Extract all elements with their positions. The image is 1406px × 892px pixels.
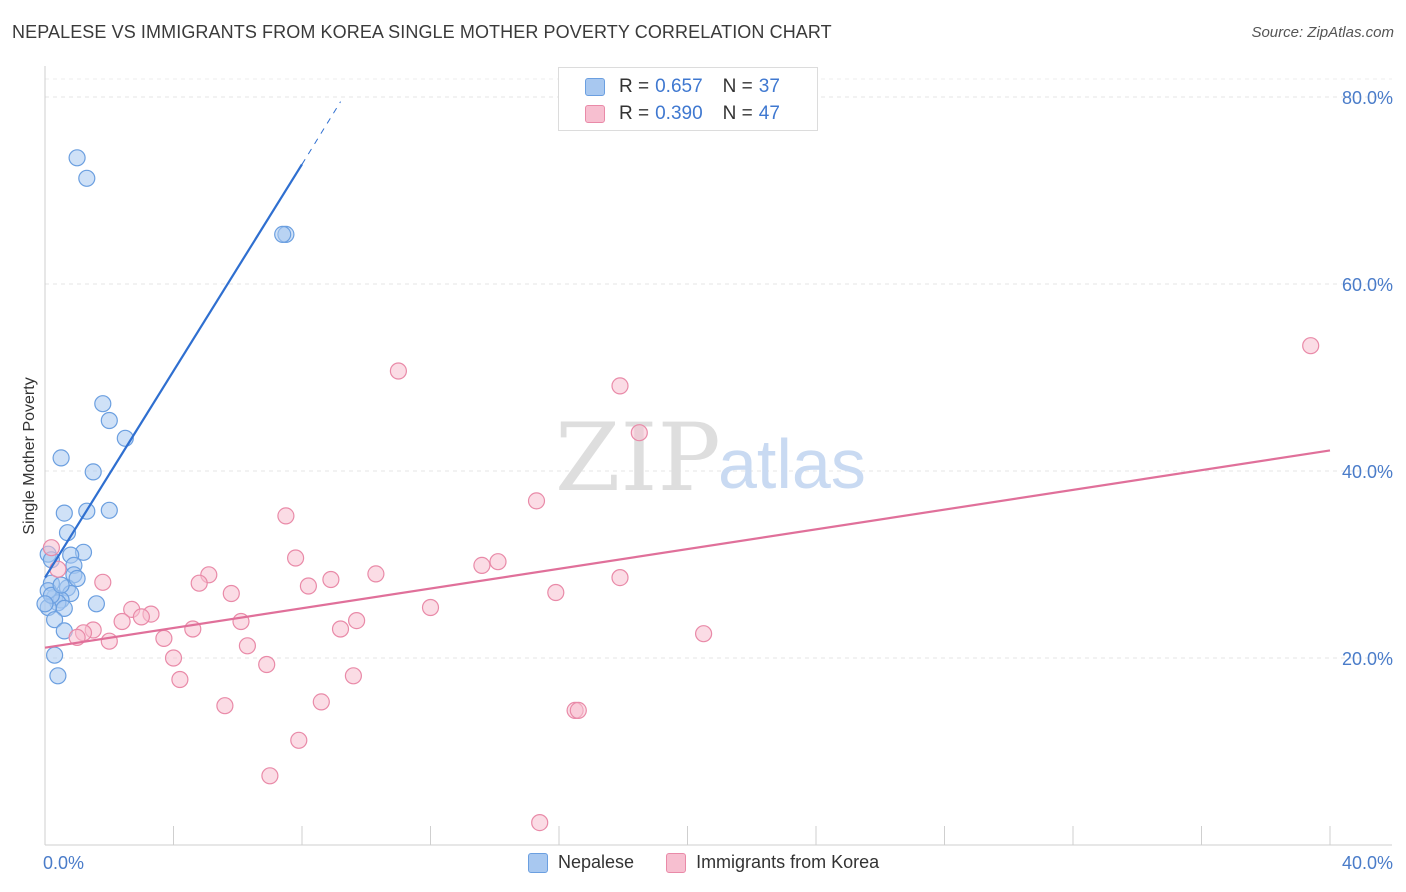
x-tick-label: 0.0% xyxy=(43,853,84,873)
point-korea xyxy=(258,655,276,674)
gridlines xyxy=(45,78,1392,659)
point-nepalese xyxy=(52,449,70,467)
point-korea xyxy=(322,570,340,589)
y-tick-label: 60.0% xyxy=(1342,275,1393,295)
point-nepalese xyxy=(78,169,96,187)
axes xyxy=(44,66,1392,846)
point-korea xyxy=(222,584,240,603)
trend-line-extension-nepalese xyxy=(301,101,341,165)
point-korea xyxy=(49,560,67,578)
point-korea xyxy=(531,813,549,832)
point-korea xyxy=(694,625,713,643)
y-tick-label: 80.0% xyxy=(1342,88,1393,108)
point-nepalese xyxy=(55,504,73,522)
point-korea xyxy=(527,492,546,510)
chart-title: NEPALESE VS IMMIGRANTS FROM KOREA SINGLE… xyxy=(12,22,832,42)
point-korea xyxy=(132,608,150,626)
watermark-zip: ZIP xyxy=(555,404,721,513)
point-nepalese xyxy=(52,576,70,594)
point-korea xyxy=(216,697,234,715)
point-korea xyxy=(611,568,629,587)
point-korea xyxy=(42,539,61,557)
point-korea xyxy=(344,667,362,685)
point-korea xyxy=(155,629,173,648)
point-korea xyxy=(190,574,208,592)
point-korea xyxy=(473,556,491,575)
point-korea xyxy=(611,377,629,395)
series-label-nepalese: Nepalese xyxy=(558,852,635,872)
legend-n-label: N = xyxy=(722,76,753,97)
point-korea xyxy=(630,424,648,442)
point-nepalese xyxy=(55,599,73,618)
series-legend-item-korea[interactable]: Immigrants from Korea xyxy=(666,852,879,873)
tick-labels: 20.0% 40.0% 60.0% 80.0% 0.0% 40.0% xyxy=(43,88,1393,873)
legend-n-value: 47 xyxy=(758,103,780,124)
source-label: Source: ZipAtlas.com xyxy=(1251,24,1394,41)
legend-r-value: 0.657 xyxy=(655,76,703,97)
point-nepalese xyxy=(49,667,67,685)
point-nepalese xyxy=(45,611,64,629)
legend-n-label: N = xyxy=(722,103,753,124)
point-nepalese xyxy=(100,501,118,519)
watermark: ZIP atlas xyxy=(555,404,866,513)
point-korea xyxy=(238,637,256,655)
series-swatch-nepalese xyxy=(528,852,548,873)
point-korea xyxy=(421,598,440,617)
point-nepalese xyxy=(68,149,86,167)
legend-swatch-nepalese xyxy=(585,78,605,96)
point-korea xyxy=(287,549,305,567)
point-korea xyxy=(348,611,366,630)
point-korea xyxy=(171,670,189,689)
y-axis-label: Single Mother Poverty xyxy=(21,377,38,534)
series-swatch-korea xyxy=(666,852,687,873)
x-tick-label: 40.0% xyxy=(1342,853,1393,873)
point-nepalese xyxy=(100,411,118,430)
y-tick-label: 20.0% xyxy=(1342,649,1393,669)
point-korea xyxy=(164,649,183,667)
point-korea xyxy=(312,693,330,711)
point-nepalese xyxy=(36,595,54,613)
point-korea xyxy=(299,577,317,595)
point-korea xyxy=(1302,337,1320,355)
point-nepalese xyxy=(68,569,86,588)
point-korea xyxy=(113,612,131,631)
point-nepalese xyxy=(94,395,112,413)
legend-r-label: R = xyxy=(619,103,650,124)
point-korea xyxy=(331,620,350,638)
trend-line-nepalese xyxy=(44,163,303,579)
point-korea xyxy=(489,553,507,571)
data-points xyxy=(36,149,1320,832)
point-nepalese xyxy=(45,646,64,664)
point-korea xyxy=(277,507,295,525)
legend-r-value: 0.390 xyxy=(655,103,703,124)
point-nepalese xyxy=(84,463,102,481)
series-label-korea: Immigrants from Korea xyxy=(696,852,880,872)
point-nepalese xyxy=(274,225,292,243)
legend-r-label: R = xyxy=(619,76,650,97)
point-korea xyxy=(261,767,279,785)
trend-line-korea xyxy=(44,449,1331,649)
trend-lines xyxy=(44,101,1331,649)
point-korea xyxy=(569,701,587,720)
point-korea xyxy=(367,565,385,583)
point-korea xyxy=(389,362,407,380)
point-korea xyxy=(547,583,565,602)
correlation-legend: R = 0.657 N = 37 R = 0.390 N = 47 xyxy=(558,67,818,131)
point-korea xyxy=(290,731,308,749)
watermark-atlas: atlas xyxy=(718,425,866,503)
series-legend-item-nepalese[interactable]: Nepalese xyxy=(528,852,634,873)
legend-swatch-korea xyxy=(585,105,605,123)
point-korea xyxy=(94,573,112,591)
legend-row-nepalese: R = 0.657 N = 37 xyxy=(585,74,780,100)
point-korea xyxy=(100,632,118,650)
legend-n-value: 37 xyxy=(758,76,780,97)
y-tick-label: 40.0% xyxy=(1342,462,1393,482)
point-nepalese xyxy=(87,595,106,613)
series-legend: Nepalese Immigrants from Korea xyxy=(528,852,911,873)
legend-row-korea: R = 0.390 N = 47 xyxy=(585,101,780,127)
